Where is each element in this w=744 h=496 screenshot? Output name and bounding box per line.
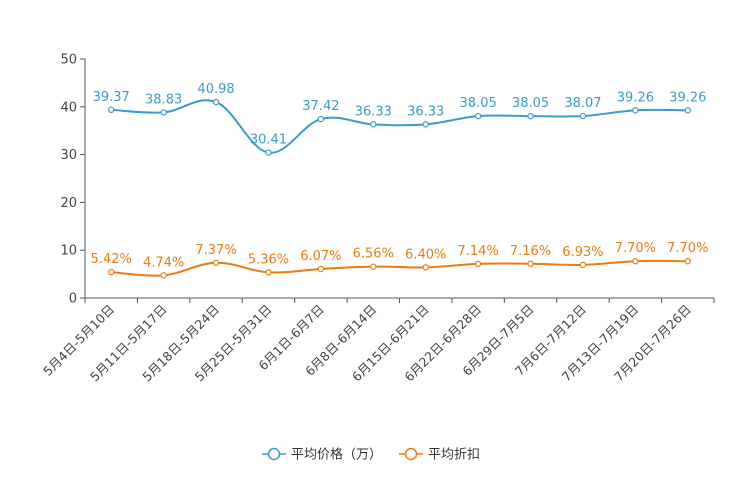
series-0-data-label: 36.33 xyxy=(407,104,444,119)
series-0-data-label: 38.05 xyxy=(460,96,497,111)
series-1-point[interactable] xyxy=(632,257,639,265)
series-1-data-label: 7.37% xyxy=(195,243,236,258)
series-0-point[interactable] xyxy=(579,112,587,120)
series-1-point[interactable] xyxy=(265,269,272,276)
series-0-point[interactable] xyxy=(265,149,272,156)
series-1-data-label: 5.36% xyxy=(248,252,289,267)
series-1-data-label: 6.56% xyxy=(353,247,394,262)
y-tick-label: 30 xyxy=(60,148,77,163)
legend-circle-icon xyxy=(404,447,418,461)
series-0-data-label: 40.98 xyxy=(197,82,234,97)
series-0-point[interactable] xyxy=(684,107,691,114)
series-1-data-label: 5.42% xyxy=(91,252,132,267)
series-1-point[interactable] xyxy=(579,261,587,269)
series-1-data-label: 6.07% xyxy=(300,249,341,264)
axes: 010203040505月4日-5月10日5月11日-5月17日5月18日-5月… xyxy=(40,53,715,384)
series-1-data-label: 7.16% xyxy=(510,244,551,259)
legend-item-1[interactable]: 平均折扣 xyxy=(399,448,480,463)
series-0-point[interactable] xyxy=(160,109,167,116)
y-tick-label: 40 xyxy=(60,100,77,115)
series-0-data-label: 39.37 xyxy=(93,90,130,105)
series-0-point[interactable] xyxy=(474,112,482,120)
series-0-point[interactable] xyxy=(108,106,115,114)
series-1-point[interactable] xyxy=(474,260,482,268)
legend-label: 平均价格（万） xyxy=(291,447,382,463)
series-0-point[interactable] xyxy=(370,121,377,128)
series-0-point[interactable] xyxy=(212,98,220,106)
legend-item-0[interactable]: 平均价格（万） xyxy=(262,447,382,463)
series-1-data-label: 7.70% xyxy=(615,241,656,256)
series-0-data-label: 30.41 xyxy=(250,133,287,148)
y-tick-label: 50 xyxy=(60,53,77,68)
series-1-point[interactable] xyxy=(317,265,325,273)
series-0-point[interactable] xyxy=(317,115,325,123)
series-0-data-label: 38.07 xyxy=(564,96,601,111)
series-1-point[interactable] xyxy=(212,259,220,266)
y-tick-label: 10 xyxy=(60,244,77,259)
series-1-point[interactable] xyxy=(370,263,377,270)
series-1-data-label: 7.14% xyxy=(457,244,498,259)
series-1-point[interactable] xyxy=(527,260,534,267)
series-0-data-label: 38.83 xyxy=(145,92,182,107)
legend-label: 平均折扣 xyxy=(428,448,480,463)
y-tick-label: 20 xyxy=(60,196,77,211)
series-1-point[interactable] xyxy=(108,268,115,276)
series-1-point[interactable] xyxy=(684,257,691,265)
series-0-point[interactable] xyxy=(422,121,429,128)
series-0-data-label: 39.26 xyxy=(617,90,654,105)
series-1-data-label: 7.70% xyxy=(667,241,708,256)
series-0-data-label: 36.33 xyxy=(355,104,392,119)
series-1-data-label: 4.74% xyxy=(143,255,184,270)
series-1-point[interactable] xyxy=(160,272,167,279)
series-line-1 xyxy=(111,259,688,277)
series-0-data-label: 38.05 xyxy=(512,96,549,111)
series-0-point[interactable] xyxy=(632,107,639,114)
series-1-point[interactable] xyxy=(422,264,429,271)
legend[interactable]: 平均价格（万） 平均折扣 xyxy=(262,447,480,463)
y-tick-label: 0 xyxy=(69,292,77,307)
series-0-data-label: 37.42 xyxy=(302,99,339,114)
series-1-data-label: 6.93% xyxy=(562,245,603,260)
series-1-data-label: 6.40% xyxy=(405,247,446,262)
series-0-data-label: 39.26 xyxy=(669,90,706,105)
series-layer: 39.37 38.83 40.98 30.41 37.42 36.33 36.33 38.05… xyxy=(91,82,708,279)
series-0-point[interactable] xyxy=(527,112,534,120)
legend-circle-icon xyxy=(267,447,281,461)
